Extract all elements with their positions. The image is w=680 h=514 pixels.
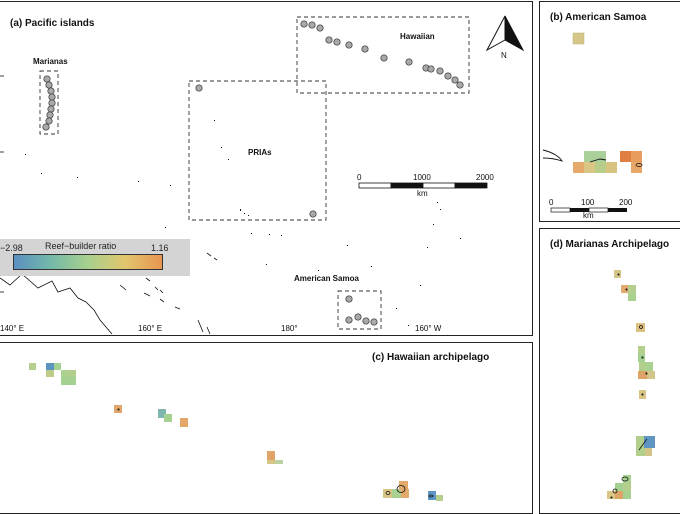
hawaiian-box (296, 16, 470, 94)
lon-180: 180° (281, 324, 298, 333)
hawaiian-label: Hawaiian (400, 32, 435, 41)
coast-upolu (589, 158, 607, 163)
north-arrow-icon: N (485, 15, 525, 60)
prias-box (188, 80, 327, 221)
pacific-map: Marianas Hawaiian PRIAs American Samoa (0, 15, 525, 335)
legend-max: 1.16 (151, 243, 169, 253)
panel-d-title: (d) Marianas Archipelago (550, 239, 670, 250)
panel-a-title: (a) Pacific islands (10, 18, 95, 29)
scale-b-0: 0 (549, 198, 554, 207)
hawaiian-map (29, 363, 443, 501)
scale-bar: 0 1000 2000 km (357, 173, 494, 198)
panel-pacific-islands: (a) Pacific islands Marianas Hawaiian PR… (0, 1, 533, 336)
lon-160e: 160° E (138, 324, 162, 333)
grid-cells (607, 270, 655, 499)
coast-tutuila (542, 149, 563, 162)
grid-tick-marks (0, 75, 4, 293)
american-samoa-box (337, 290, 382, 330)
site-markers (42, 20, 464, 326)
lon-160w: 160° W (415, 324, 442, 333)
svg-text:N: N (501, 51, 507, 60)
panel-c-title: (c) Hawaiian archipelago (372, 352, 490, 363)
legend-min: −2.98 (0, 243, 23, 253)
scale-b-200: 200 (619, 198, 633, 207)
islets (25, 120, 461, 326)
panel-hawaiian-archipelago: (c) Hawaiian archipelago (0, 342, 533, 514)
grid-cells (572, 32, 642, 173)
marianas-label: Marianas (33, 57, 68, 66)
prias-label: PRIAs (248, 148, 272, 157)
american-samoa-map: 0 100 200 km (542, 32, 643, 220)
scale-b-unit: km (583, 211, 594, 220)
panel-american-samoa: (b) American Samoa 0 100 200 km (539, 1, 680, 222)
coastlines (117, 408, 434, 498)
panel-b-title: (b) American Samoa (550, 12, 647, 23)
scale-b-100: 100 (581, 198, 595, 207)
ratio-legend: Reef−builder ratio −2.98 1.16 (0, 239, 190, 276)
scale-tick-2000: 2000 (476, 173, 494, 182)
scale-tick-1000: 1000 (413, 173, 431, 182)
legend-colorbar (13, 254, 163, 270)
scale-tick-0: 0 (357, 173, 362, 182)
scale-bar-b: 0 100 200 km (549, 198, 633, 220)
scale-unit: km (417, 189, 428, 198)
legend-title: Reef−builder ratio (45, 241, 117, 251)
lon-140e: 140° E (0, 324, 24, 333)
american-samoa-label: American Samoa (294, 274, 359, 283)
grid-cells (29, 363, 443, 501)
panel-marianas-archipelago: (d) Marianas Archipelago (539, 228, 680, 514)
marianas-box (39, 70, 59, 135)
marianas-map (607, 270, 655, 499)
coast-tau (635, 163, 643, 167)
coastlines (610, 273, 648, 499)
